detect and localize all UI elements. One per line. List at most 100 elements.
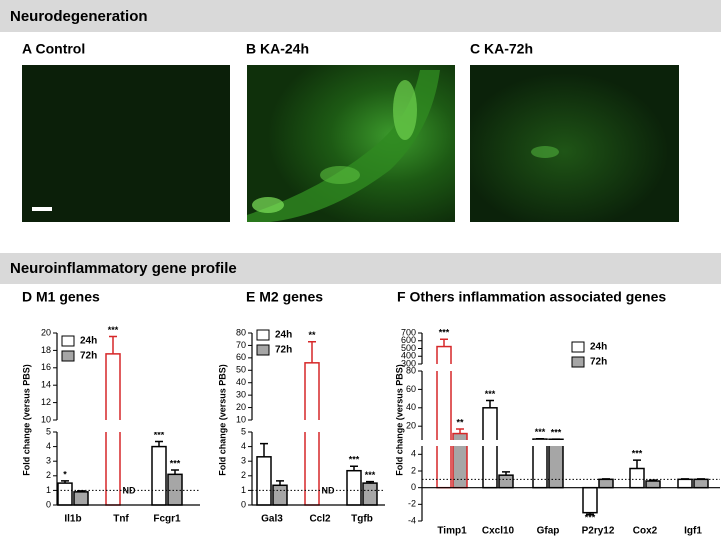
x-tick-label: Il1b [64,514,81,525]
bar [256,456,272,506]
axis-break-gap [412,440,720,446]
y-tick-label: 5 [46,426,51,436]
y-tick-label: -2 [408,499,416,509]
bar [57,482,73,506]
significance-label: *** [108,325,119,335]
y-tick-label: 50 [236,365,246,375]
legend-label: 72h [80,351,97,362]
legend-label: 24h [275,330,292,341]
bar [151,445,167,506]
significance-label: ND [322,485,335,495]
error-bar [171,469,179,475]
y-tick-label: 0 [411,482,416,492]
bar [532,438,548,489]
panel-title: F Others inflammation associated genes [397,289,666,305]
error-bar [109,335,117,354]
significance-label: ** [456,417,464,427]
error-bar [633,459,641,469]
y-axis-label: Fold change (versus PBS) [217,364,227,476]
y-tick-label: -4 [408,515,416,525]
significance-label: *** [632,449,643,459]
y-tick-label: 2 [411,465,416,475]
legend-swatch [61,350,75,362]
bar [645,480,661,489]
y-tick-label: 40 [406,402,416,412]
error-bar [486,399,494,408]
y-tick-label: 18 [41,345,51,355]
section-title: Neuroinflammatory gene profile [10,260,237,277]
y-tick-label: 30 [236,390,246,400]
significance-label: *** [154,430,165,440]
bar [346,469,362,506]
axis-break-gap [242,420,385,432]
micrograph [247,65,455,222]
bar [482,407,498,489]
y-tick-label: 600 [401,335,416,345]
section-bar [0,253,721,284]
y-tick-label: 70 [236,340,246,350]
significance-label: *** [170,458,181,468]
axis-break-gap [47,420,200,432]
significance-label: *** [349,455,360,465]
bar [73,491,89,506]
legend-label: 24h [590,342,607,353]
panel-label: B KA-24h [246,41,309,57]
y-tick-label: 60 [406,384,416,394]
bar [548,438,564,489]
y-tick-label: 20 [406,421,416,431]
y-tick-label: 3 [241,456,246,466]
error-bar [276,480,284,486]
x-tick-label: Cox2 [633,526,658,537]
y-tick-label: 10 [41,414,51,424]
significance-label: *** [535,427,546,437]
error-bar [502,471,510,476]
error-bar [350,465,358,471]
y-tick-label: 1 [46,485,51,495]
bar [693,478,709,489]
bar [272,484,288,506]
significance-label: *** [485,389,496,399]
legend-label: 24h [80,336,97,347]
y-tick-label: 4 [411,449,416,459]
y-axis-label: Fold change (versus PBS) [394,364,404,476]
y-tick-label: 16 [41,362,51,372]
error-bar [440,338,448,347]
bar [598,478,614,489]
panel-label: C KA-72h [470,41,533,57]
y-tick-label: 3 [46,456,51,466]
x-tick-label: P2ry12 [582,526,615,537]
x-tick-label: Cxcl10 [482,526,515,537]
y-tick-label: 14 [41,380,51,390]
y-tick-label: 10 [236,414,246,424]
error-bar [308,340,316,363]
error-bar [366,480,374,484]
x-tick-label: Ccl2 [309,514,331,525]
y-tick-label: 300 [401,358,416,368]
axis-break-gap [412,364,720,371]
section-title: Neurodegeneration [10,8,148,25]
y-tick-label: 0 [46,499,51,509]
panel-title: E M2 genes [246,289,323,305]
y-tick-label: 700 [401,327,416,337]
significance-label: * [63,469,67,479]
error-bar [456,428,464,434]
y-tick-label: 2 [241,470,246,480]
x-tick-label: Gal3 [261,514,283,525]
bar [629,467,645,489]
x-tick-label: Tnf [113,514,129,525]
bar [167,473,183,506]
y-tick-label: 80 [406,365,416,375]
significance-label: *** [365,470,376,480]
significance-label: ** [308,330,316,340]
micrograph [470,65,679,222]
micrograph [22,65,230,222]
legend-swatch [256,344,270,356]
y-tick-label: 4 [241,441,246,451]
x-tick-label: Gfap [537,526,560,537]
bar [362,482,378,506]
x-tick-label: Igf1 [684,526,702,537]
bar [582,486,598,514]
bar [498,474,514,489]
significance-label: *** [439,328,450,338]
